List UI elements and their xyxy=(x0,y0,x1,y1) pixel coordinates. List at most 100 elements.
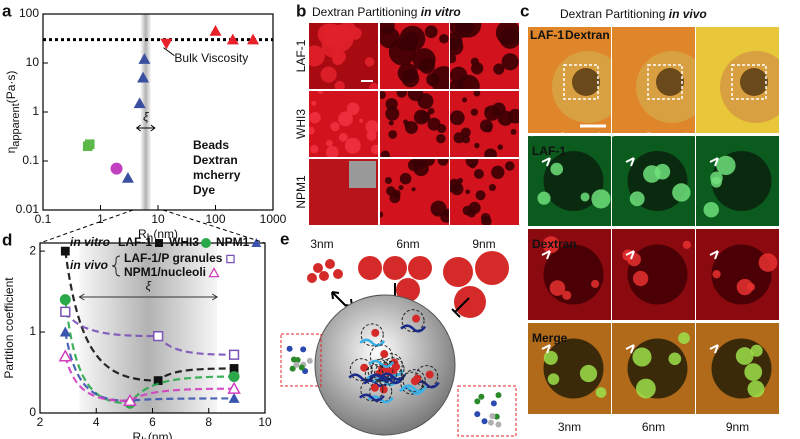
legend-marker xyxy=(155,239,163,247)
granule xyxy=(668,352,682,366)
panel-title: Dextran Partitioning in vivo xyxy=(560,7,707,21)
droplet xyxy=(309,45,325,67)
zoom-box xyxy=(563,64,599,100)
nucleus xyxy=(711,244,772,305)
granule xyxy=(595,387,607,398)
droplet xyxy=(504,161,515,171)
micrograph xyxy=(612,323,695,414)
title-emphasis: in vivo xyxy=(669,7,707,21)
xi-label: ξ xyxy=(143,110,149,124)
y-tick-label: 1 xyxy=(29,324,36,338)
probe-small xyxy=(319,271,329,281)
droplet xyxy=(388,120,394,126)
y-tick-label: 1 xyxy=(32,104,39,118)
droplet xyxy=(334,80,345,89)
bulk-viscosity-label: Bulk Viscosity xyxy=(174,51,248,65)
droplet xyxy=(430,66,449,89)
arrow xyxy=(331,291,353,307)
droplet xyxy=(475,190,486,201)
micrograph xyxy=(528,136,611,226)
droplet xyxy=(474,142,480,149)
probe-inside xyxy=(371,328,380,337)
x-tick-label: 10 xyxy=(151,212,165,226)
data-point xyxy=(247,33,260,45)
inset xyxy=(349,161,376,188)
structure-atom xyxy=(474,398,481,405)
droplet xyxy=(422,159,435,166)
legend-entry: NPM1 xyxy=(216,235,250,249)
legend-entry: Dye xyxy=(193,183,215,197)
granule xyxy=(736,278,753,296)
droplet xyxy=(326,139,333,147)
droplet xyxy=(484,148,497,157)
granule xyxy=(758,253,778,272)
arrow xyxy=(709,344,719,354)
data-point xyxy=(60,306,71,317)
structure-box xyxy=(280,333,322,387)
row-label: NPM1 xyxy=(294,175,308,209)
probe-large xyxy=(443,257,473,287)
legend-brace xyxy=(111,255,121,277)
structure-atom xyxy=(474,411,481,418)
droplet xyxy=(344,137,361,154)
granule xyxy=(632,347,652,367)
droplet xyxy=(346,102,360,115)
data-point xyxy=(121,171,134,183)
row-label: WHI3 xyxy=(294,109,308,139)
size-label: 6nm xyxy=(396,237,419,251)
structure-atom xyxy=(490,400,497,407)
legend-entry: NPM1/nucleoli xyxy=(124,265,206,279)
droplet xyxy=(465,189,471,195)
data-point xyxy=(228,392,240,403)
x-tick-label: 100 xyxy=(205,212,225,226)
droplet xyxy=(484,105,500,121)
nucleus xyxy=(656,68,684,96)
y-label-sub: apparent xyxy=(10,103,22,146)
legend-marker xyxy=(201,238,211,248)
droplet xyxy=(437,124,447,134)
legend-entry: mcherry xyxy=(193,168,241,182)
x-label-sub: h xyxy=(141,434,148,439)
mesh-pore xyxy=(401,309,425,333)
droplet xyxy=(412,48,436,72)
mesh-pore xyxy=(402,369,426,393)
droplet xyxy=(401,69,420,88)
x-label-unit: (nm) xyxy=(153,227,178,241)
legend-entry: LAF-1/P granules xyxy=(124,251,223,265)
x-label-symbol: R xyxy=(138,227,147,241)
probe-small xyxy=(333,269,343,279)
droplet xyxy=(491,165,505,179)
arrow xyxy=(625,344,635,354)
droplet xyxy=(388,130,398,139)
title-text: Dextran Partitioning xyxy=(560,7,669,21)
data-point xyxy=(227,381,241,394)
droplet xyxy=(380,211,384,218)
column-label: 9nm xyxy=(726,420,749,434)
legend-entry: WHI3 xyxy=(169,235,199,249)
protein-chain xyxy=(400,324,427,333)
granule xyxy=(735,347,754,365)
probe-medium xyxy=(383,256,407,280)
overview-label: Dextran xyxy=(565,28,610,42)
structure-atom xyxy=(487,419,494,426)
x-tick-label: 10 xyxy=(258,415,272,429)
granule xyxy=(710,176,722,188)
y-tick-label: 10 xyxy=(26,55,40,69)
micrograph xyxy=(696,136,779,226)
legend-group: in vitro xyxy=(70,235,110,249)
data-point xyxy=(228,349,240,360)
legend-entry: Beads xyxy=(193,138,229,152)
legend-entry: Dextran xyxy=(193,153,238,167)
droplet xyxy=(311,100,317,106)
arrow xyxy=(541,157,551,167)
micrograph xyxy=(309,23,378,89)
data-point xyxy=(153,376,163,386)
structure-atom xyxy=(298,364,305,371)
micrograph xyxy=(528,323,611,414)
droplet xyxy=(427,117,441,131)
micrograph xyxy=(380,23,449,89)
droplet xyxy=(398,185,404,191)
mesh-pore xyxy=(369,380,393,404)
probe-inside xyxy=(360,363,369,372)
data-point xyxy=(229,364,239,373)
